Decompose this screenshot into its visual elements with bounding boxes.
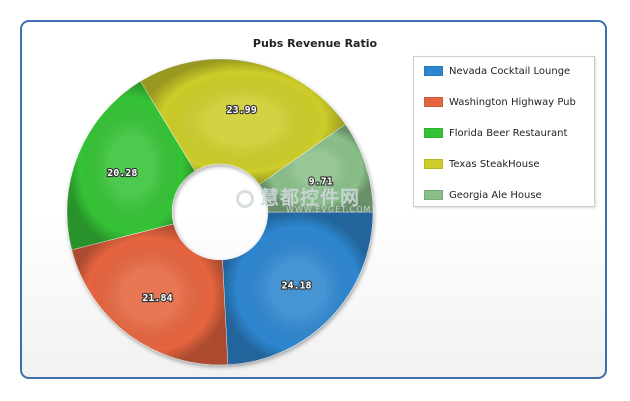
legend-label: Washington Highway Pub: [449, 96, 576, 108]
legend-label: Nevada Cocktail Lounge: [449, 65, 571, 77]
legend-item[interactable]: Washington Highway Pub: [424, 94, 576, 110]
legend-swatch: [424, 190, 443, 200]
legend-item[interactable]: Florida Beer Restaurant: [424, 125, 567, 141]
legend-item[interactable]: Georgia Ale House: [424, 187, 542, 203]
slice-value-label: 23.99: [227, 105, 257, 116]
slice-value-label: 21.84: [142, 293, 172, 304]
legend-label: Florida Beer Restaurant: [449, 127, 568, 139]
legend-label: Georgia Ale House: [449, 189, 542, 201]
slice-value-label: 24.18: [281, 281, 311, 292]
watermark-text: 慧都控件网: [260, 187, 361, 209]
legend-swatch: [424, 159, 443, 169]
chart-legend: Nevada Cocktail Lounge Washington Highway…: [413, 56, 595, 207]
legend-swatch: [424, 66, 443, 76]
legend-swatch: [424, 97, 443, 107]
watermark-logo-icon: [236, 189, 254, 208]
chart-title: Pubs Revenue Ratio: [252, 37, 378, 50]
watermark: 慧都控件网: [236, 183, 360, 210]
legend-item[interactable]: Nevada Cocktail Lounge: [424, 63, 570, 79]
legend-item[interactable]: Texas SteakHouse: [424, 156, 540, 172]
watermark-subtext: WWW.EVGET.COM: [286, 205, 372, 214]
slice-value-label: 9.71: [309, 176, 333, 187]
legend-swatch: [424, 128, 443, 138]
slice-value-label: 20.28: [107, 168, 137, 179]
legend-label: Texas SteakHouse: [449, 158, 540, 170]
